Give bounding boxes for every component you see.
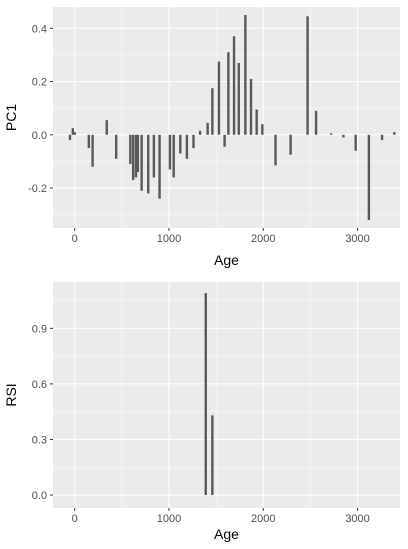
bar-mark xyxy=(244,14,247,135)
plot-panel-background xyxy=(53,282,400,508)
bar-mark xyxy=(87,134,91,149)
bar-mark xyxy=(380,134,384,141)
x-axis-title: Age xyxy=(214,252,239,268)
bar-mark xyxy=(73,132,76,135)
x-tick-label: 0 xyxy=(72,513,78,525)
y-tick-label: 0.0 xyxy=(32,130,47,142)
bar-mark xyxy=(274,134,277,166)
bar-mark xyxy=(168,134,172,170)
bar-mark xyxy=(211,415,214,496)
y-tick-label: 0.6 xyxy=(32,379,47,391)
bar-mark xyxy=(192,134,195,149)
bar-mark xyxy=(261,124,264,135)
bar-mark xyxy=(354,134,357,151)
y-tick-label: 0.0 xyxy=(32,490,47,502)
bar-mark xyxy=(179,134,182,154)
bar-mark xyxy=(227,52,230,135)
bar-mark xyxy=(105,120,108,135)
bar-mark xyxy=(114,134,118,159)
bar-mark xyxy=(342,134,345,138)
bar-mark xyxy=(217,61,221,135)
bar-mark xyxy=(71,128,75,135)
bar-mark xyxy=(393,132,396,135)
bar-mark xyxy=(158,134,161,199)
y-axis-title: RSI xyxy=(3,383,19,406)
bar-mark xyxy=(134,134,138,178)
y-tick-label: 0.9 xyxy=(32,323,47,335)
bar-mark xyxy=(329,133,333,135)
y-axis-title: PC1 xyxy=(3,104,19,131)
bar-mark xyxy=(206,122,209,135)
bar-mark xyxy=(198,130,202,135)
chart-panel-1: 0 1000 2000 3000 -0.2 0.0 0.2 0.4 Age PC1 xyxy=(3,7,400,268)
chart-panel-2: 0 1000 2000 3000 0.0 0.3 0.6 0.9 Age RSI xyxy=(3,282,400,542)
y-tick-label: 0.4 xyxy=(32,23,47,35)
y-tick-label: 0.2 xyxy=(32,77,47,89)
bar-mark xyxy=(314,110,318,135)
bar-mark xyxy=(152,134,156,178)
y-tick-label: 0.3 xyxy=(32,434,47,446)
bar-mark xyxy=(129,134,132,165)
bar-mark xyxy=(136,134,140,173)
bar-mark xyxy=(289,134,292,155)
bar-mark xyxy=(204,293,207,496)
bar-mark xyxy=(91,134,94,167)
x-tick-label: 3000 xyxy=(345,233,369,245)
bar-mark xyxy=(249,78,253,135)
x-tick-label: 2000 xyxy=(251,233,275,245)
x-tick-label: 0 xyxy=(72,233,78,245)
bar-mark xyxy=(185,134,189,159)
plot-panel-background xyxy=(53,7,400,228)
bar-mark xyxy=(237,62,240,135)
bar-mark xyxy=(140,134,143,191)
x-tick-label: 3000 xyxy=(345,513,369,525)
bar-mark xyxy=(211,88,214,135)
bar-mark xyxy=(367,134,371,221)
bar-mark xyxy=(68,134,72,141)
y-tick-label: -0.2 xyxy=(28,183,47,195)
x-tick-label: 1000 xyxy=(157,233,181,245)
bar-mark xyxy=(147,134,150,194)
bar-mark xyxy=(223,134,226,147)
bar-mark xyxy=(255,109,258,135)
bar-mark xyxy=(232,36,236,135)
bar-mark xyxy=(306,16,309,135)
x-tick-label: 2000 xyxy=(251,513,275,525)
bar-mark xyxy=(172,134,175,178)
x-tick-label: 1000 xyxy=(157,513,181,525)
x-axis-title: Age xyxy=(214,526,239,542)
bar-mark xyxy=(131,134,135,181)
